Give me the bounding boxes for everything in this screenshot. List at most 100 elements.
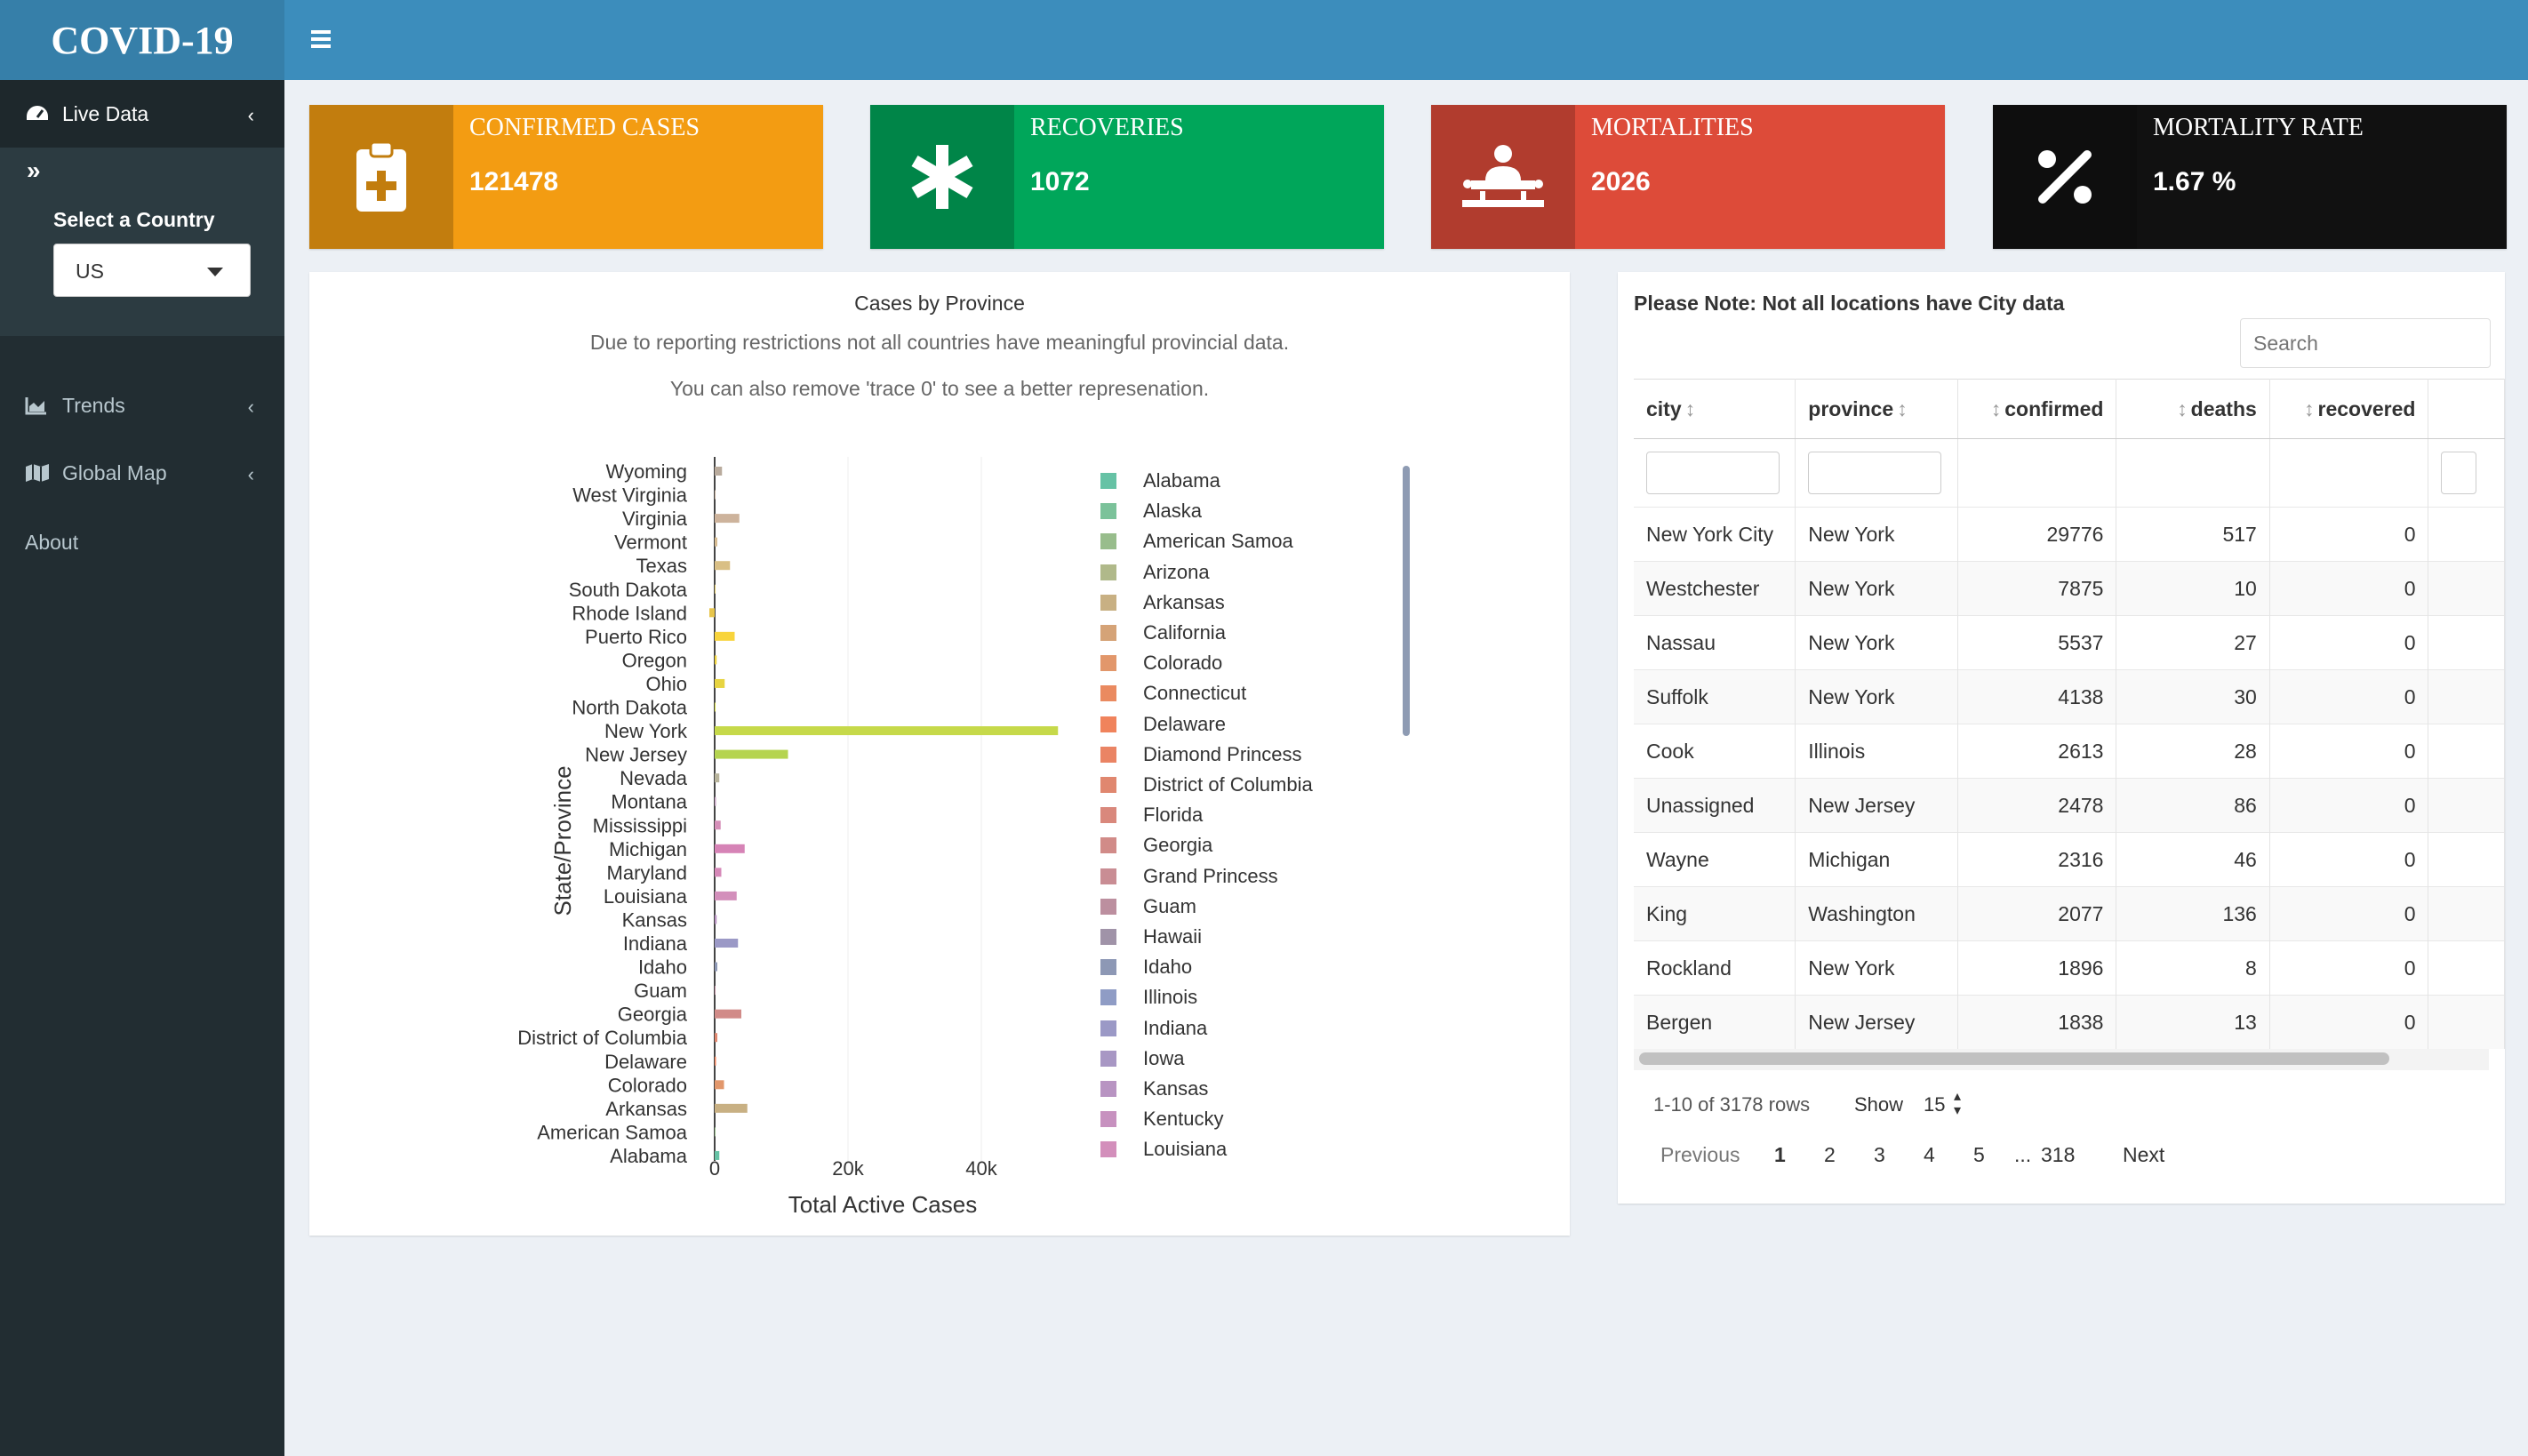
bar[interactable]: [715, 962, 717, 972]
legend-swatch: [1100, 898, 1116, 915]
legend-label: Hawaii: [1143, 925, 1203, 948]
legend-label: Grand Princess: [1143, 864, 1278, 887]
chart-note: Due to reporting restrictions not all co…: [589, 331, 1290, 354]
bar[interactable]: [715, 915, 717, 924]
table-cell-deaths: 28: [2116, 724, 2270, 779]
legend-swatch: [1100, 655, 1116, 672]
page-link-next[interactable]: Next: [2123, 1143, 2165, 1166]
table-row[interactable]: Westchester New York 7875 10 0: [1634, 561, 2505, 616]
app-logo[interactable]: COVID-19: [0, 0, 284, 80]
column-header-recovered[interactable]: ↕ recovered: [2269, 379, 2429, 439]
bar[interactable]: [715, 584, 716, 594]
table-row[interactable]: Unassigned New Jersey 2478 86 0: [1634, 778, 2505, 833]
bar[interactable]: [715, 678, 725, 688]
y-tick-label: American Samoa: [537, 1121, 688, 1143]
bar[interactable]: [715, 1150, 720, 1160]
bar[interactable]: [715, 939, 739, 948]
legend-scrollbar[interactable]: [1403, 466, 1410, 736]
bar[interactable]: [715, 868, 722, 877]
extra-filter-input[interactable]: [2441, 452, 2477, 494]
table-row[interactable]: Nassau New York 5537 27 0: [1634, 615, 2505, 670]
legend-swatch: [1100, 716, 1116, 732]
bar[interactable]: [715, 986, 716, 996]
table-cell-recovered: 0: [2269, 832, 2429, 887]
bar[interactable]: [715, 702, 716, 712]
chart-title: Cases by Province: [854, 292, 1025, 315]
table-row[interactable]: New York City New York 29776 517 0: [1634, 507, 2505, 562]
bar[interactable]: [715, 655, 717, 665]
table-row[interactable]: Cook Illinois 2613 28 0: [1634, 724, 2505, 779]
sidebar-toggle-icon[interactable]: [306, 23, 341, 57]
sort-icon: ↕: [2304, 396, 2315, 420]
bar[interactable]: [715, 726, 1059, 736]
bar[interactable]: [715, 844, 745, 853]
sidebar-item-trends[interactable]: Trends ‹: [0, 372, 284, 439]
table-cell-confirmed: 5537: [1957, 615, 2117, 670]
bar[interactable]: [715, 773, 720, 783]
y-tick-label: Puerto Rico: [585, 626, 687, 648]
y-tick-label: Wyoming: [606, 460, 688, 483]
legend-label: Illinois: [1143, 986, 1198, 1009]
column-header-city[interactable]: city ↕: [1634, 379, 1796, 439]
province-filter-input[interactable]: [1808, 452, 1942, 494]
sidebar-item-live-data[interactable]: Live Data ‹: [0, 80, 284, 148]
horizontal-scrollbar-thumb[interactable]: [1639, 1052, 2389, 1065]
page-link-1[interactable]: 1: [1774, 1143, 1786, 1166]
legend-swatch: [1100, 1111, 1116, 1128]
clipboard-plus-icon: [309, 105, 453, 249]
column-header-confirmed[interactable]: ↕ confirmed: [1957, 379, 2117, 439]
sidebar-item-label: Live Data: [62, 101, 149, 125]
table-cell-city: New York City: [1634, 507, 1796, 562]
bar[interactable]: [715, 1056, 716, 1066]
bar[interactable]: [715, 1103, 748, 1113]
live-data-submenu: » Select a Country: [0, 148, 284, 336]
mortalities-value: 2026: [1591, 167, 1651, 196]
city-table: city ↕ province ↕ ↕ confirmed ↕ deaths ↕ reco…: [1634, 379, 2505, 1049]
page-size-select[interactable]: 15 ▴ ▾: [1918, 1088, 1973, 1122]
country-select[interactable]: US: [53, 244, 251, 297]
bar[interactable]: [715, 537, 717, 547]
chart-legend[interactable]: Alabama Alaska American Samoa Arizona Arkans…: [1100, 459, 1403, 1161]
legend-swatch: [1100, 1081, 1116, 1097]
page-link-3[interactable]: 3: [1874, 1143, 1885, 1166]
table-row[interactable]: Wayne Michigan 2316 46 0: [1634, 832, 2505, 887]
city-filter-input[interactable]: [1646, 452, 1780, 494]
mortality-rate-box: MORTALITY RATE 1.67 %: [1993, 105, 2507, 249]
bar[interactable]: [715, 796, 716, 806]
page-link-318[interactable]: 318: [2041, 1143, 2076, 1166]
chevron-left-icon: ‹: [247, 396, 254, 418]
bar[interactable]: [715, 820, 721, 830]
bar[interactable]: [715, 631, 735, 641]
table-row[interactable]: Suffolk New York 4138 30 0: [1634, 669, 2505, 724]
table-row[interactable]: Rockland New York 1896 8 0: [1634, 940, 2505, 996]
bar[interactable]: [715, 561, 731, 571]
bar[interactable]: [715, 1009, 741, 1019]
top-navbar: [284, 0, 2528, 80]
page-link-4[interactable]: 4: [1924, 1143, 1935, 1166]
column-header-province[interactable]: province ↕: [1795, 379, 1958, 439]
mortalities-box: MORTALITIES 2026: [1431, 105, 1945, 249]
bar[interactable]: [715, 1080, 724, 1090]
table-row[interactable]: King Washington 2077 136 0: [1634, 886, 2505, 941]
bar[interactable]: [715, 467, 723, 476]
bar[interactable]: [709, 608, 715, 618]
bar[interactable]: [715, 514, 740, 524]
bar[interactable]: [715, 1127, 716, 1137]
sidebar-item-about[interactable]: About: [0, 508, 284, 576]
bar[interactable]: [715, 891, 737, 900]
column-header-deaths[interactable]: ↕ deaths: [2116, 379, 2270, 439]
y-tick-label: Oregon: [622, 649, 687, 671]
bar[interactable]: [715, 749, 788, 759]
sidebar-item-global-map[interactable]: Global Map ‹: [0, 439, 284, 507]
table-cell-province: New York: [1795, 669, 1958, 724]
page-link-2[interactable]: 2: [1824, 1143, 1836, 1166]
page-link-5[interactable]: 5: [1973, 1143, 1985, 1166]
page-link-previous[interactable]: Previous: [1660, 1143, 1740, 1166]
bar[interactable]: [715, 1033, 717, 1043]
bar[interactable]: [715, 490, 716, 500]
search-input[interactable]: [2240, 318, 2491, 368]
table-row[interactable]: Bergen New Jersey 1838 13 0: [1634, 995, 2505, 1049]
legend-swatch: [1100, 807, 1116, 824]
y-tick-label: Guam: [634, 980, 687, 1002]
